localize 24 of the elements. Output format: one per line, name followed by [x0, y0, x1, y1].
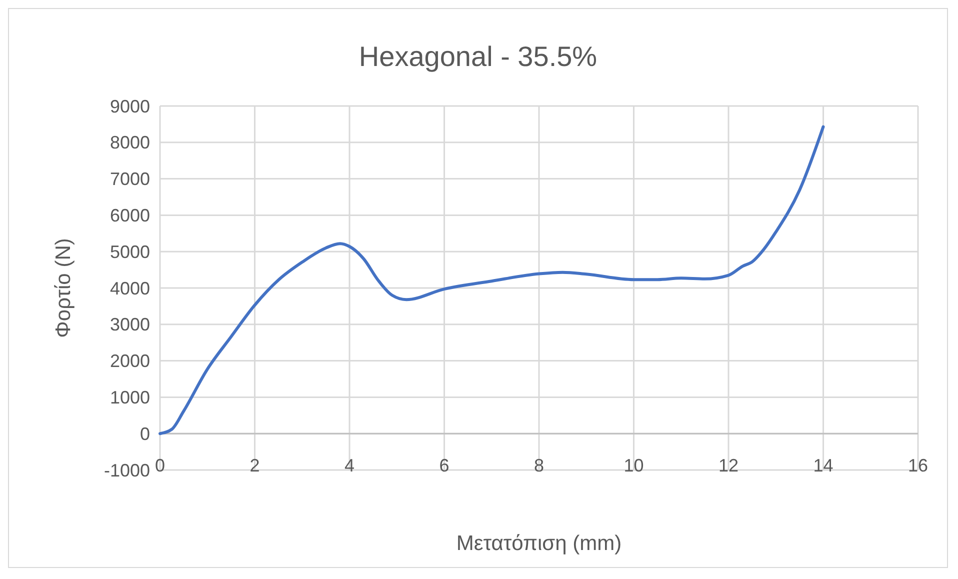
- x-tick-label: 0: [154, 456, 166, 476]
- y-tick-label: 5000: [110, 242, 150, 262]
- x-tick-label: 16: [908, 456, 928, 476]
- y-tick-label: 4000: [110, 278, 150, 298]
- y-tick-label: 7000: [110, 169, 150, 190]
- x-axis-title: Μετατόπιση (mm): [456, 532, 622, 555]
- x-tick-label: 8: [534, 456, 544, 476]
- x-tick-label: 2: [250, 456, 260, 476]
- chart-title: Hexagonal - 35.5%: [358, 41, 598, 72]
- y-tick-label: 1000: [110, 388, 150, 408]
- y-tick-label: 2000: [110, 351, 150, 372]
- x-tick-label: 12: [718, 456, 739, 476]
- x-tick-label: 4: [344, 456, 355, 476]
- y-tick-label: 3000: [110, 314, 150, 335]
- y-tick-label: 0: [140, 424, 150, 444]
- y-tick-label: 6000: [110, 206, 150, 226]
- y-tick-label: -1000: [104, 460, 150, 480]
- y-tick-label: 9000: [110, 96, 150, 116]
- y-axis-title: Φορτίο (N): [52, 238, 75, 338]
- x-tick-label: 6: [439, 456, 450, 476]
- x-tick-label: 10: [624, 456, 644, 476]
- y-tick-label: 8000: [110, 132, 150, 153]
- line-series: [158, 125, 825, 436]
- x-tick-label: 14: [813, 456, 834, 476]
